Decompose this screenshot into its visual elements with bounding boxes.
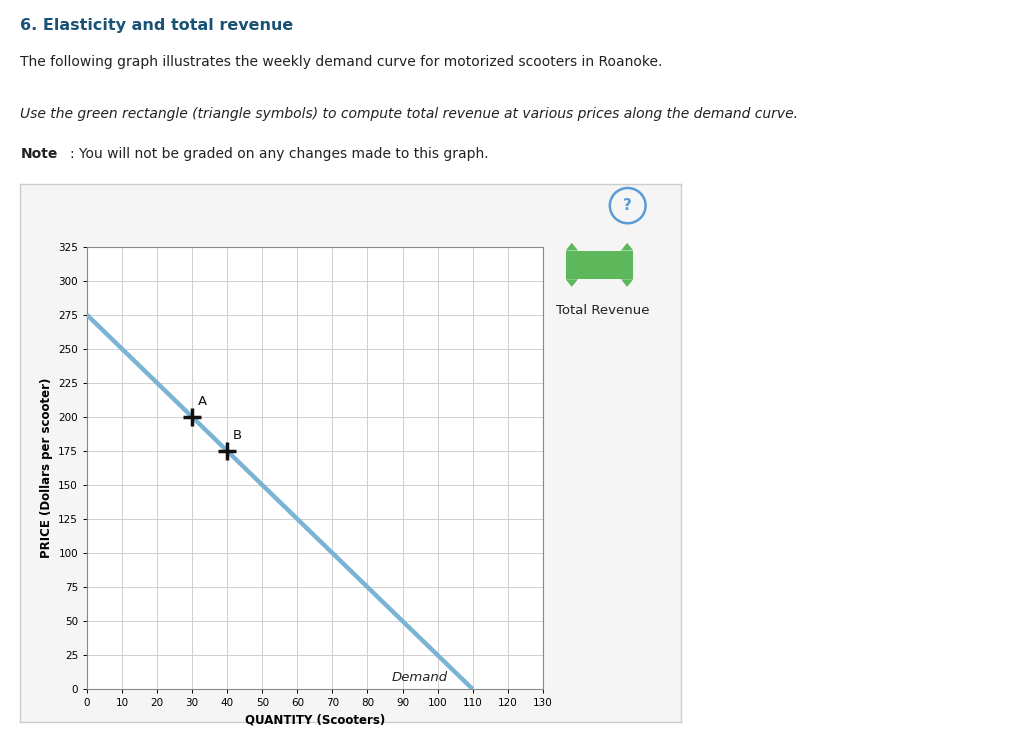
Text: Use the green rectangle (triangle symbols) to compute total revenue at various p: Use the green rectangle (triangle symbol… xyxy=(20,107,799,121)
Text: A: A xyxy=(198,395,207,408)
Text: Note: Note xyxy=(20,147,57,161)
Polygon shape xyxy=(565,279,578,287)
Text: The following graph illustrates the weekly demand curve for motorized scooters i: The following graph illustrates the week… xyxy=(20,55,663,69)
Text: Total Revenue: Total Revenue xyxy=(556,304,650,317)
Text: Demand: Demand xyxy=(392,671,449,684)
Text: : You will not be graded on any changes made to this graph.: : You will not be graded on any changes … xyxy=(70,147,488,161)
Text: ?: ? xyxy=(624,198,632,213)
X-axis label: QUANTITY (Scooters): QUANTITY (Scooters) xyxy=(245,713,385,727)
Polygon shape xyxy=(621,243,633,251)
Text: B: B xyxy=(232,429,242,441)
Y-axis label: PRICE (Dollars per scooter): PRICE (Dollars per scooter) xyxy=(40,378,52,558)
Text: 6. Elasticity and total revenue: 6. Elasticity and total revenue xyxy=(20,18,294,33)
Polygon shape xyxy=(565,243,578,251)
Bar xyxy=(565,251,633,279)
Polygon shape xyxy=(621,279,633,287)
